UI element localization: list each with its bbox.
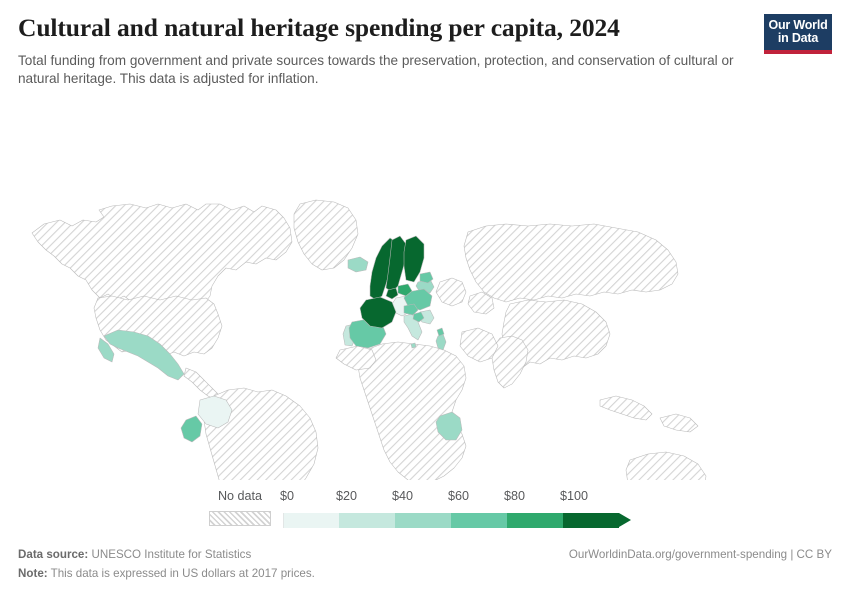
legend-bin-4[interactable]	[507, 513, 563, 528]
chart-footer: Data source: UNESCO Institute for Statis…	[18, 546, 832, 584]
map-legend: No data $0 $20 $40 $60 $80 $100	[0, 490, 850, 536]
footer-note-value: This data is expressed in US dollars at …	[50, 566, 315, 580]
world-map-svg[interactable]	[0, 100, 850, 480]
legend-tick-4: $80	[504, 489, 526, 503]
legend-tick-2: $40	[392, 489, 414, 503]
logo-line-2: in Data	[777, 31, 819, 45]
legend-bin-3[interactable]	[451, 513, 507, 528]
legend-bin-1[interactable]	[339, 513, 395, 528]
footer-note-label: Note:	[18, 566, 48, 580]
legend-no-data-group[interactable]: No data	[209, 490, 271, 526]
page-title: Cultural and natural heritage spending p…	[18, 13, 620, 42]
footer-data-source: Data source: UNESCO Institute for Statis…	[18, 546, 251, 565]
legend-tick-5: $100	[560, 489, 589, 503]
world-map[interactable]	[0, 100, 850, 480]
legend-tick-1: $20	[336, 489, 358, 503]
footer-note: Note: This data is expressed in US dolla…	[18, 565, 832, 584]
legend-bin-2[interactable]	[395, 513, 451, 528]
our-world-in-data-logo[interactable]: Our World in Data	[764, 14, 832, 54]
map-region-no-data[interactable]	[31, 199, 707, 480]
legend-open-ended-arrow	[619, 513, 631, 527]
legend-color-ramp[interactable]: $0 $20 $40 $60 $80 $100	[280, 489, 641, 528]
chart-header: Cultural and natural heritage spending p…	[18, 13, 832, 89]
legend-no-data-label: No data	[217, 489, 263, 503]
footer-source-value: UNESCO Institute for Statistics	[91, 548, 252, 561]
legend-tick-3: $60	[448, 489, 470, 503]
logo-line-1: Our World	[768, 17, 828, 32]
legend-bin-5[interactable]	[563, 513, 619, 528]
map-region-bin-5[interactable]	[359, 235, 425, 329]
chart-subtitle: Total funding from government and privat…	[18, 52, 734, 87]
map-region-bin-4[interactable]	[397, 283, 413, 297]
legend-color-bar[interactable]	[283, 513, 619, 528]
footer-source-label: Data source:	[18, 548, 89, 561]
legend-tick-labels: $0 $20 $40 $60 $80 $100	[280, 489, 641, 507]
legend-tick-0: $0	[280, 489, 295, 503]
footer-attribution[interactable]: OurWorldinData.org/government-spending |…	[568, 548, 832, 561]
legend-bin-0[interactable]	[283, 513, 339, 528]
legend-no-data-swatch[interactable]	[209, 510, 271, 526]
map-region-bin-3[interactable]	[180, 271, 445, 443]
